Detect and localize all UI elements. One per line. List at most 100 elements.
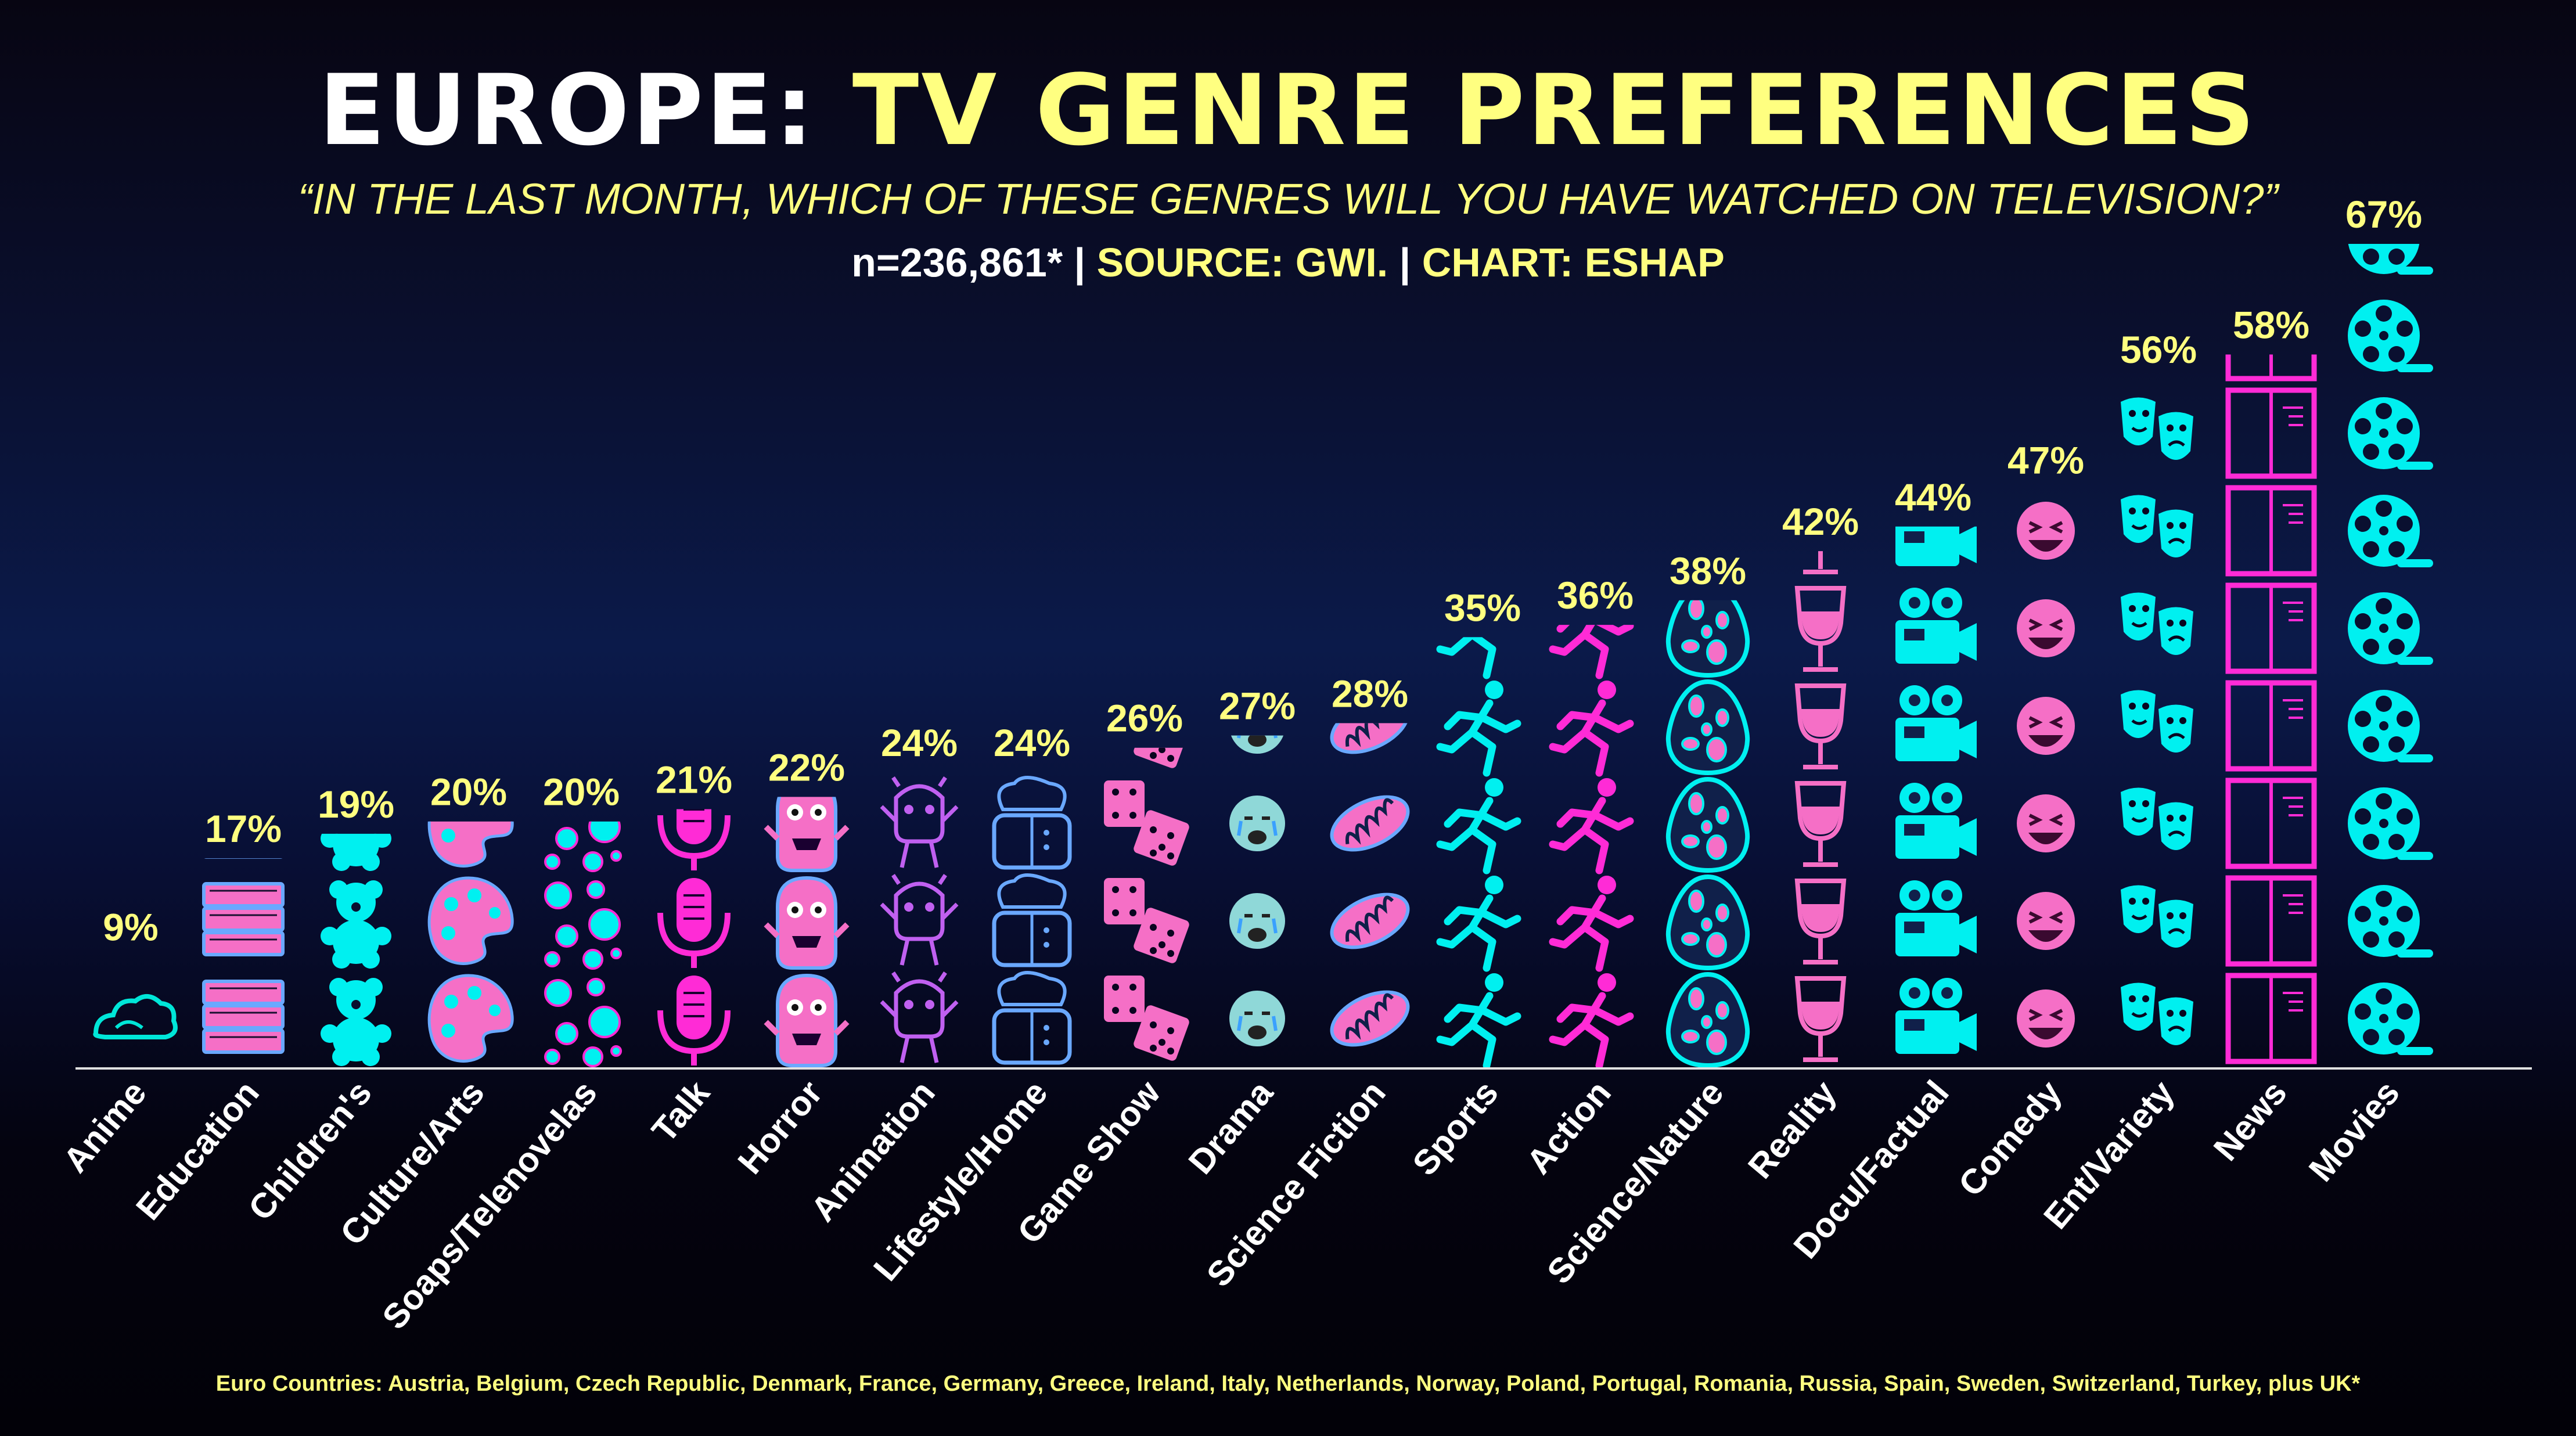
value-label: 44% bbox=[1895, 476, 1971, 519]
palette-icon bbox=[427, 876, 514, 965]
value-label: 24% bbox=[994, 721, 1070, 764]
running-person-icon bbox=[1549, 778, 1634, 874]
running-person-icon bbox=[1436, 681, 1521, 777]
value-label: 56% bbox=[2120, 328, 2197, 371]
crying-face-icon bbox=[1229, 893, 1285, 949]
teddy-bear-icon bbox=[321, 833, 391, 871]
running-person-icon bbox=[1436, 637, 1496, 679]
egg-icon bbox=[1665, 874, 1750, 971]
theater-masks-icon bbox=[2121, 690, 2193, 753]
value-label: 27% bbox=[1219, 685, 1296, 728]
bar-sports bbox=[1436, 485, 1521, 1068]
newspaper-icon bbox=[2225, 582, 2317, 674]
chef-icon bbox=[992, 873, 1072, 967]
newspaper-icon bbox=[2228, 195, 2314, 281]
dice-icon bbox=[1104, 878, 1189, 963]
film-reel-icon bbox=[2348, 397, 2433, 470]
laughing-face-icon bbox=[2017, 697, 2075, 755]
laughing-face-icon bbox=[2017, 989, 2075, 1048]
chart-title: EUROPE: TV GENRE PREFERENCES bbox=[0, 55, 2576, 165]
category-label: Movies bbox=[2301, 1073, 2407, 1189]
movie-camera-icon bbox=[1895, 978, 1977, 1054]
monster-icon bbox=[764, 876, 850, 970]
laughing-face-icon bbox=[2017, 599, 2075, 657]
bar-education bbox=[202, 689, 285, 1054]
footnote: Euro Countries: Austria, Belgium, Czech … bbox=[215, 1372, 2361, 1396]
newspaper-icon bbox=[2225, 387, 2317, 479]
film-reel-icon bbox=[2348, 982, 2433, 1055]
value-label: 26% bbox=[1106, 697, 1183, 740]
teddy-bear-icon bbox=[321, 685, 391, 773]
egg-icon bbox=[1665, 971, 1750, 1068]
cloud-icon bbox=[95, 801, 175, 842]
theater-masks-icon bbox=[2121, 592, 2193, 655]
value-label: 58% bbox=[2233, 303, 2309, 346]
theater-masks-icon bbox=[2121, 787, 2193, 850]
dice-icon bbox=[1104, 976, 1189, 1061]
bubbles-icon bbox=[545, 686, 621, 773]
film-reel-icon bbox=[2348, 105, 2429, 177]
running-person-icon bbox=[1436, 778, 1521, 874]
running-person-icon bbox=[1436, 973, 1521, 1068]
mitochondria-icon bbox=[1323, 591, 1416, 665]
movie-camera-icon bbox=[1895, 526, 1977, 566]
bubbles-icon bbox=[544, 821, 622, 872]
crying-face-icon bbox=[1229, 600, 1285, 656]
bar-docu-factual bbox=[1895, 526, 1977, 1054]
crying-face-icon bbox=[1229, 991, 1285, 1046]
bars-group bbox=[93, 105, 2433, 1068]
alien-icon bbox=[880, 971, 959, 1063]
title-region: EUROPE: bbox=[318, 53, 816, 167]
crying-face-icon bbox=[1229, 796, 1285, 851]
microphone-icon bbox=[657, 809, 731, 870]
running-person-icon bbox=[1440, 485, 1517, 578]
alien-icon bbox=[882, 582, 957, 672]
microphone-icon bbox=[657, 878, 731, 968]
value-label: 22% bbox=[768, 746, 845, 789]
palette-icon bbox=[427, 974, 514, 1063]
source-separator: | bbox=[1388, 240, 1422, 285]
bar-science-fiction bbox=[1323, 591, 1416, 1047]
teddy-bear-icon bbox=[321, 880, 391, 969]
books-icon bbox=[204, 689, 283, 760]
teddy-bear-icon bbox=[321, 978, 391, 1066]
bar-children-s bbox=[321, 685, 391, 1066]
books-icon bbox=[202, 882, 285, 956]
monster-icon bbox=[764, 797, 850, 872]
movie-camera-icon bbox=[1895, 588, 1977, 664]
bar-action bbox=[1549, 625, 1634, 1068]
category-label: Sports bbox=[1405, 1073, 1505, 1183]
dice-icon bbox=[1104, 780, 1189, 866]
film-reel-icon bbox=[2348, 244, 2433, 275]
film-reel-icon bbox=[2348, 690, 2433, 762]
movie-camera-icon bbox=[1895, 685, 1977, 761]
newspaper-icon bbox=[2225, 973, 2317, 1064]
egg-icon bbox=[1665, 776, 1750, 873]
wine-glass-icon bbox=[1803, 551, 1838, 574]
film-reel-icon bbox=[2348, 787, 2433, 860]
books-icon bbox=[202, 980, 285, 1054]
newspaper-icon bbox=[2225, 485, 2317, 577]
value-label: 36% bbox=[1557, 574, 1634, 617]
newspaper-icon bbox=[2225, 680, 2317, 772]
newspaper-icon bbox=[2225, 354, 2317, 382]
bar-anime bbox=[93, 801, 178, 1039]
bar-animation bbox=[880, 582, 959, 1063]
category-label: Drama bbox=[1181, 1073, 1281, 1182]
value-label: 28% bbox=[1332, 672, 1408, 715]
value-label: 20% bbox=[430, 771, 507, 814]
film-reel-icon bbox=[2348, 300, 2433, 372]
chef-icon bbox=[992, 971, 1072, 1065]
category-label: Soaps/Telenovelas bbox=[375, 1073, 605, 1336]
value-label: 19% bbox=[318, 783, 394, 826]
wine-glass-icon bbox=[1797, 393, 1844, 474]
palette-icon bbox=[427, 821, 514, 868]
theater-masks-icon bbox=[2121, 982, 2193, 1045]
value-label: 38% bbox=[1670, 549, 1746, 592]
running-person-icon bbox=[1549, 681, 1634, 777]
category-labels-group: AnimeEducationChildren'sCulture/ArtsSoap… bbox=[56, 1073, 2407, 1337]
bar-horror bbox=[764, 797, 850, 1067]
bar-comedy bbox=[2017, 502, 2075, 1048]
alien-icon bbox=[880, 874, 959, 966]
bar-soaps-telenovelas bbox=[544, 686, 622, 1067]
